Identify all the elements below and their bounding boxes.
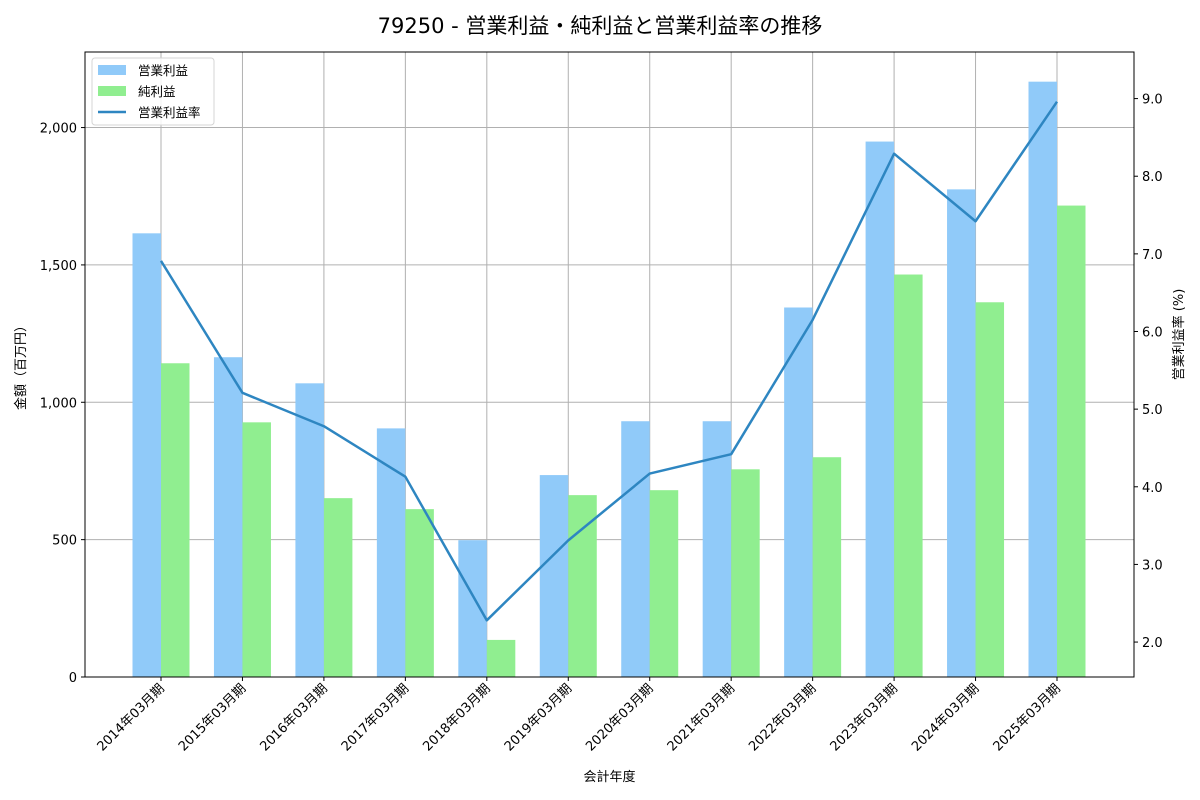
x-tick-label: 2019年03月期 — [502, 681, 575, 754]
x-tick-label: 2024年03月期 — [909, 681, 982, 754]
x-tick-label: 2020年03月期 — [583, 681, 656, 754]
x-tick-label: 2018年03月期 — [420, 681, 493, 754]
bar-operating-profit — [213, 357, 243, 677]
x-tick-label: 2017年03月期 — [339, 681, 412, 754]
legend-label: 純利益 — [138, 84, 176, 99]
bar-operating-profit — [702, 421, 732, 677]
bar-operating-profit — [458, 540, 487, 677]
chart-title: 79250 - 営業利益・純利益と営業利益率の推移 — [377, 14, 823, 38]
y-axis-right-label: 営業利益率 (%) — [1171, 289, 1187, 381]
legend-swatch — [98, 86, 126, 96]
bar-operating-profit — [621, 421, 650, 677]
x-axis-label: 会計年度 — [583, 769, 635, 785]
x-tick-label: 2015年03月期 — [176, 681, 249, 754]
left-tick-label: 1,000 — [40, 396, 77, 411]
x-tick-label: 2016年03月期 — [257, 681, 330, 754]
x-tick-label: 2022年03月期 — [746, 681, 819, 754]
left-tick-label: 0 — [69, 671, 77, 686]
right-tick-label: 9.0 — [1142, 93, 1163, 108]
bar-net-profit — [1057, 205, 1086, 678]
left-tick-label: 2,000 — [40, 122, 77, 137]
bar-net-profit — [242, 422, 271, 677]
right-tick-label: 6.0 — [1142, 326, 1163, 341]
bar-operating-profit — [295, 383, 324, 677]
right-tick-label: 8.0 — [1142, 170, 1163, 185]
bar-net-profit — [975, 302, 1005, 677]
legend-label: 営業利益率 — [138, 105, 201, 120]
bar-operating-profit — [539, 475, 569, 677]
line-operating-margin — [159, 100, 1059, 622]
bar-net-profit — [894, 274, 923, 677]
legend-swatch — [98, 65, 126, 75]
right-tick-label: 4.0 — [1142, 481, 1163, 496]
bar-operating-profit — [1028, 81, 1057, 677]
bar-net-profit — [405, 509, 434, 677]
axes-frame — [84, 51, 1135, 678]
bar-net-profit — [568, 495, 597, 677]
y-axis-left-label: 金額（百万円） — [13, 319, 29, 410]
bar-net-profit — [486, 639, 516, 677]
right-tick-label: 2.0 — [1142, 636, 1163, 651]
left-tick-label: 500 — [52, 534, 77, 549]
bar-net-profit — [161, 363, 190, 677]
x-tick-label: 2014年03月期 — [95, 681, 168, 754]
legend-label: 営業利益 — [138, 63, 188, 78]
bar-net-profit — [812, 457, 842, 677]
bar-operating-profit — [865, 141, 895, 678]
x-tick-label: 2025年03月期 — [991, 681, 1064, 754]
bar-operating-profit — [132, 233, 161, 678]
right-tick-label: 7.0 — [1142, 248, 1163, 263]
x-tick-label: 2023年03月期 — [828, 681, 901, 754]
bar-operating-profit — [784, 307, 813, 677]
right-tick-label: 5.0 — [1142, 403, 1163, 418]
bar-net-profit — [323, 498, 353, 677]
bar-net-profit — [731, 469, 760, 677]
x-tick-label: 2021年03月期 — [665, 681, 738, 754]
bar-net-profit — [649, 490, 679, 677]
bar-operating-profit — [947, 189, 976, 677]
right-tick-label: 3.0 — [1142, 558, 1163, 573]
bar-operating-profit — [376, 428, 406, 677]
left-tick-label: 1,500 — [40, 259, 77, 274]
